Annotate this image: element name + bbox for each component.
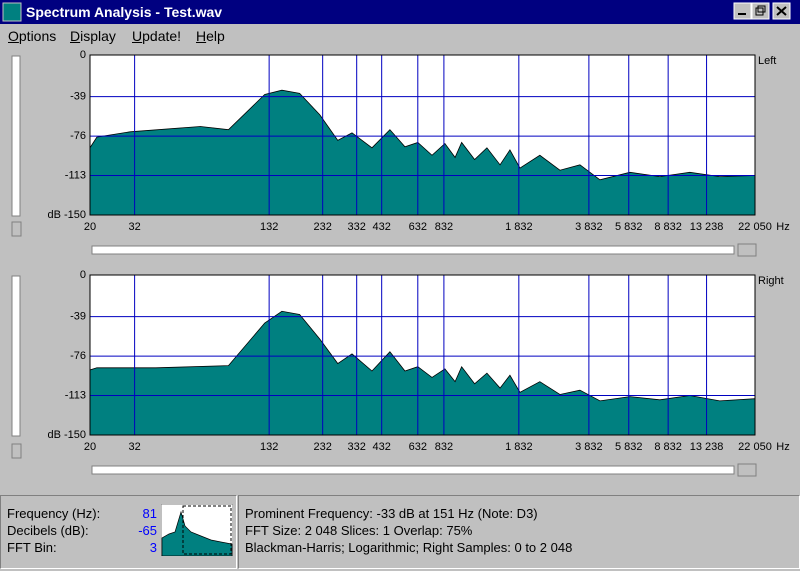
field-value: 3 (149, 540, 157, 555)
close-button[interactable] (772, 2, 791, 20)
x-tick-label: 1 832 (505, 221, 533, 233)
x-tick-label: 22 050 (738, 441, 772, 453)
info-line: FFT Size: 2 048 Slices: 1 Overlap: 75% (245, 523, 473, 538)
scrollbar[interactable] (91, 243, 757, 257)
info-line: Blackman-Harris; Logarithmic; Right Samp… (245, 540, 573, 555)
x-axis-unit: Hz (776, 441, 789, 453)
y-tick-label: dB -150 (47, 209, 86, 221)
channel-title: Left (758, 55, 776, 67)
x-tick-label: 432 (373, 441, 391, 453)
y-tick-label: -76 (70, 350, 86, 362)
channel-title: Right (758, 275, 784, 287)
menu-bar: Options Display Update! Help (0, 24, 800, 46)
field-label: Frequency (Hz): (7, 506, 101, 521)
scrollbar[interactable] (91, 463, 757, 477)
x-tick-label: 5 832 (615, 441, 643, 453)
x-tick-label: 20 (84, 221, 96, 233)
x-tick-label: 832 (435, 441, 453, 453)
x-tick-label: 132 (260, 441, 278, 453)
field-value: -65 (138, 523, 157, 538)
x-tick-label: 232 (313, 221, 331, 233)
minimize-button[interactable] (733, 2, 752, 20)
x-tick-label: 332 (348, 221, 366, 233)
info-panel: Prominent Frequency: -33 dB at 151 Hz (N… (238, 495, 800, 569)
level-slider[interactable] (11, 55, 22, 237)
x-tick-label: 232 (313, 441, 331, 453)
x-tick-label: 432 (373, 221, 391, 233)
x-tick-label: 32 (128, 441, 140, 453)
x-tick-label: 5 832 (615, 221, 643, 233)
x-tick-label: 1 832 (505, 441, 533, 453)
menu-item[interactable]: Options (8, 28, 57, 44)
x-tick-label: 13 238 (690, 221, 724, 233)
x-tick-label: 13 238 (690, 441, 724, 453)
x-tick-label: 3 832 (575, 441, 603, 453)
x-tick-label: 332 (348, 441, 366, 453)
field-label: FFT Bin: (7, 540, 57, 555)
info-line: Prominent Frequency: -33 dB at 151 Hz (N… (245, 506, 538, 521)
field: Frequency (Hz): 81 (7, 506, 157, 523)
menu-item[interactable]: Help (196, 28, 225, 44)
cursor-panel: Frequency (Hz): 81 Decibels (dB): -65 FFT … (0, 495, 237, 569)
level-slider[interactable] (11, 275, 22, 459)
field-label: Decibels (dB): (7, 523, 89, 538)
title-bar-icons (2, 2, 791, 22)
x-tick-label: 8 832 (654, 441, 682, 453)
title-bar: Spectrum Analysis - Test.wav (0, 0, 800, 24)
y-tick-label: -113 (65, 169, 86, 181)
y-tick-label: 0 (80, 49, 86, 61)
plot-frame (89, 54, 756, 216)
plot-frame (89, 274, 756, 436)
x-tick-label: 3 832 (575, 221, 603, 233)
y-tick-label: dB -150 (47, 429, 86, 441)
x-tick-label: 8 832 (654, 221, 682, 233)
x-tick-label: 20 (84, 441, 96, 453)
field-value: 81 (142, 506, 157, 521)
menu-item[interactable]: Display (70, 28, 116, 44)
x-tick-label: 132 (260, 221, 278, 233)
x-tick-label: 832 (435, 221, 453, 233)
x-tick-label: 32 (128, 221, 140, 233)
y-tick-label: -76 (70, 130, 86, 142)
x-tick-label: 632 (409, 441, 427, 453)
y-tick-label: -39 (70, 311, 86, 323)
x-tick-label: 22 050 (738, 221, 772, 233)
app-icon (2, 2, 22, 22)
restore-button[interactable] (751, 2, 770, 20)
y-tick-label: 0 (80, 269, 86, 281)
y-tick-label: -113 (65, 389, 86, 401)
window-title: Spectrum Analysis - Test.wav (26, 4, 223, 20)
menu-item[interactable]: Update! (132, 28, 182, 44)
x-axis-unit: Hz (776, 221, 789, 233)
x-tick-label: 632 (409, 221, 427, 233)
field: Decibels (dB): -65 (7, 523, 157, 540)
y-tick-label: -39 (70, 91, 86, 103)
field: FFT Bin: 3 (7, 540, 157, 557)
thumbnail (161, 504, 233, 556)
